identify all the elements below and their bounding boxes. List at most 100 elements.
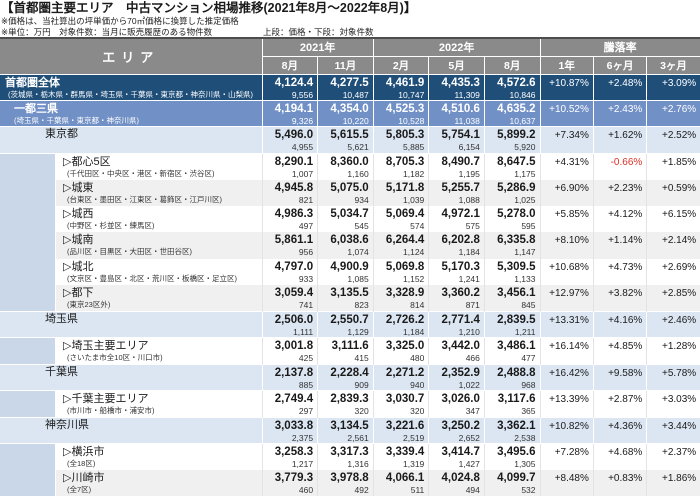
count-value: 5,621 (347, 142, 369, 153)
header-month-2021-11: 11月 (317, 55, 374, 75)
table-row: 神奈川県 3,033.8 2,375 3,134.5 2,561 3,221.6 2,519… (0, 416, 700, 444)
price-value: 5,069.8 (385, 260, 425, 273)
price-count-cell: 5,069.4 574 (372, 205, 429, 233)
price-value: 2,839.3 (330, 393, 369, 406)
count-value: 320 (410, 406, 425, 417)
rate-cell: +1.86% (646, 469, 700, 496)
area-name: ▷城東 (63, 181, 94, 194)
price-value: 4,525.3 (385, 102, 425, 115)
count-value: 10,487 (342, 89, 369, 100)
rate-value: +2.87% (608, 394, 643, 406)
price-value: 4,354.0 (330, 102, 369, 115)
price-value: 2,488.8 (497, 366, 536, 379)
price-count-cell: 3,135.5 823 (317, 285, 374, 312)
price-value: 3,059.4 (274, 287, 314, 300)
price-value: 5,170.3 (441, 260, 480, 273)
rate-cell: +6.90% (539, 179, 594, 206)
title-block: 【首都圏主要エリア 中古マンション相場推移(2021年8月～2022年8月)】 … (0, 0, 700, 37)
price-count-cell: 4,900.9 1,085 (317, 258, 374, 286)
area-label-cell: ▷都下 (東京23区外) (0, 285, 262, 312)
rate-cell: +16.14% (539, 337, 594, 365)
rate-value: +4.85% (608, 341, 643, 353)
count-value: 545 (354, 220, 369, 231)
price-value: 5,496.0 (274, 129, 314, 142)
table-row: ▷横浜市 (全18区) 3,258.3 1,217 3,317.3 1,316 3,339.… (0, 443, 700, 470)
note-price-basis: ※価格は、当社算出の坪単価から70㎡価格に換算した推定価格 (1, 16, 239, 26)
price-value: 4,277.5 (330, 76, 369, 89)
count-value: 1,039 (403, 194, 425, 205)
rate-cell: +2.48% (592, 73, 647, 101)
price-count-cell: 4,024.8 494 (428, 469, 485, 496)
rate-cell: +13.31% (539, 311, 594, 339)
count-value: 1,074 (347, 247, 369, 258)
rate-value: +3.44% (661, 420, 697, 432)
count-value: 5,885 (403, 142, 425, 153)
price-count-cell: 8,647.5 1,175 (483, 153, 540, 180)
price-count-cell: 3,339.4 1,319 (372, 443, 429, 470)
count-value: 10,528 (398, 115, 425, 126)
area-label-cell: 一都三県 (埼玉県・千葉県・東京都・神奈川県) (0, 99, 262, 128)
rate-cell: -0.66% (592, 153, 647, 180)
rate-value: +8.10% (554, 235, 589, 247)
price-count-cell: 3,362.1 2,538 (483, 416, 540, 444)
price-count-cell: 5,255.7 1,088 (428, 179, 485, 206)
price-value: 6,038.6 (330, 234, 369, 247)
rate-value: +4.36% (608, 420, 643, 432)
price-count-cell: 3,360.2 871 (428, 285, 485, 312)
count-value: 10,220 (342, 115, 369, 126)
rate-value: +2.37% (661, 446, 697, 458)
count-value: 1,184 (458, 247, 480, 258)
area-sublabel: (品川区・目黒区・大田区・世田谷区) (67, 247, 192, 257)
area-label-cell: 神奈川県 (0, 416, 262, 444)
count-value: 871 (465, 300, 480, 311)
table-row: 首都圏全体 (茨城県・栃木県・群馬県・埼玉県・千葉県・東京都・神奈川県・山梨県) 4… (0, 73, 700, 101)
area-label-cell: 千葉県 (0, 363, 262, 392)
price-value: 3,414.7 (441, 445, 480, 458)
rate-value: +4.73% (608, 261, 643, 273)
rate-value: +1.28% (661, 341, 697, 353)
price-value: 3,258.3 (274, 445, 314, 458)
rate-value: -0.66% (610, 156, 643, 168)
count-value: 968 (521, 379, 536, 390)
price-value: 5,861.1 (274, 234, 314, 247)
rate-cell: +2.69% (646, 258, 700, 286)
count-value: 5,920 (514, 142, 536, 153)
price-count-cell: 5,309.5 1,133 (483, 258, 540, 286)
count-value: 909 (354, 379, 369, 390)
count-value: 574 (410, 220, 425, 231)
count-value: 1,211 (514, 327, 536, 338)
price-count-cell: 2,271.2 940 (372, 363, 429, 392)
count-value: 425 (298, 353, 314, 364)
rate-cell: +7.28% (539, 443, 594, 470)
price-count-cell: 2,839.3 320 (317, 390, 374, 418)
price-value: 4,024.8 (441, 471, 480, 484)
count-value: 532 (521, 484, 536, 495)
table-row: 一都三県 (埼玉県・千葉県・東京都・神奈川県) 4,194.1 9,326 4,354.… (0, 99, 700, 128)
rate-value: +10.82% (549, 420, 589, 432)
price-value: 3,328.9 (385, 287, 425, 300)
rate-cell: +1.28% (646, 337, 700, 365)
rate-cell: +7.34% (539, 126, 594, 154)
price-count-cell: 5,899.2 5,920 (483, 126, 540, 154)
count-value: 1,241 (458, 273, 480, 284)
price-value: 5,075.0 (330, 181, 369, 194)
rate-value: +5.85% (554, 208, 589, 220)
price-count-cell: 5,170.3 1,241 (428, 258, 485, 286)
count-value: 1,182 (403, 168, 425, 179)
indent-strip (0, 391, 56, 417)
rate-value: +4.31% (554, 156, 589, 168)
rate-cell: +2.87% (592, 390, 647, 418)
rate-cell: +13.39% (539, 390, 594, 418)
price-value: 3,339.4 (385, 445, 425, 458)
count-value: 595 (521, 220, 536, 231)
rate-cell: +0.83% (592, 469, 647, 496)
price-count-cell: 4,354.0 10,220 (317, 99, 374, 128)
rate-value: +7.34% (554, 130, 589, 142)
table-row: ▷川崎市 (全7区) 3,779.3 460 3,978.8 492 4,066.1 511 4… (0, 469, 700, 496)
count-value: 320 (354, 406, 369, 417)
count-value: 1,305 (514, 458, 536, 469)
price-value: 4,461.9 (385, 76, 425, 89)
count-value: 10,637 (509, 115, 536, 126)
count-value: 1,217 (291, 458, 314, 469)
header-area: エリア (0, 37, 263, 75)
